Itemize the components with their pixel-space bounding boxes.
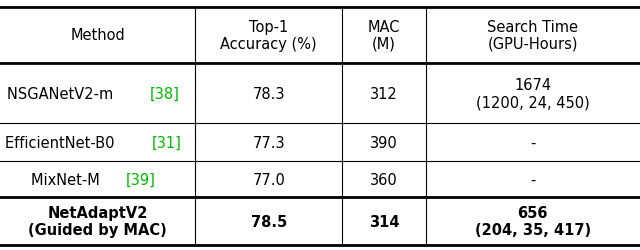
Text: [38]: [38] (150, 86, 180, 101)
Text: -: - (530, 135, 536, 150)
Text: Search Time
(GPU-Hours): Search Time (GPU-Hours) (487, 20, 579, 52)
Text: 656
(204, 35, 417): 656 (204, 35, 417) (475, 205, 591, 238)
Text: [39]: [39] (125, 172, 156, 187)
Text: 77.3: 77.3 (253, 135, 285, 150)
Text: 314: 314 (369, 214, 399, 229)
Text: EfficientNet-B0: EfficientNet-B0 (4, 135, 119, 150)
Text: 78.3: 78.3 (253, 86, 285, 101)
Text: [31]: [31] (152, 135, 182, 150)
Text: MixNet-M: MixNet-M (31, 172, 104, 187)
Text: -: - (530, 172, 536, 187)
Text: 312: 312 (370, 86, 398, 101)
Text: 390: 390 (370, 135, 398, 150)
Text: Method: Method (70, 28, 125, 43)
Text: MAC
(M): MAC (M) (368, 20, 400, 52)
Text: 78.5: 78.5 (251, 214, 287, 229)
Text: 1674
(1200, 24, 450): 1674 (1200, 24, 450) (476, 78, 589, 110)
Text: 77.0: 77.0 (252, 172, 285, 187)
Text: NSGANetV2-m: NSGANetV2-m (7, 86, 118, 101)
Text: NetAdaptV2
(Guided by MAC): NetAdaptV2 (Guided by MAC) (28, 205, 167, 238)
Text: Top-1
Accuracy (%): Top-1 Accuracy (%) (221, 20, 317, 52)
Text: 360: 360 (370, 172, 398, 187)
